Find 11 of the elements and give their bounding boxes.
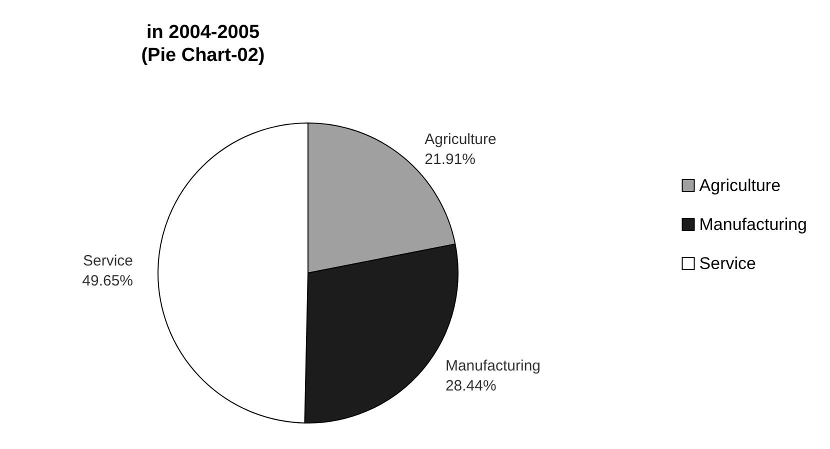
slice-label: Service <box>82 252 134 270</box>
data-label: 21.91% <box>424 150 476 168</box>
data-label: 49.65% <box>82 272 134 290</box>
chart-title: in 2004-2005 <box>146 22 260 43</box>
data-label: 28.44% <box>445 377 496 394</box>
legend-label: Service <box>699 254 756 273</box>
chart-subtitle: (Pie Chart-02) <box>141 45 265 66</box>
legend-label: Agriculture <box>699 176 781 195</box>
slice-label: Agriculture <box>424 130 496 148</box>
slice-label: Manufacturing <box>445 357 541 374</box>
legend-label: Manufacturing <box>699 215 808 234</box>
